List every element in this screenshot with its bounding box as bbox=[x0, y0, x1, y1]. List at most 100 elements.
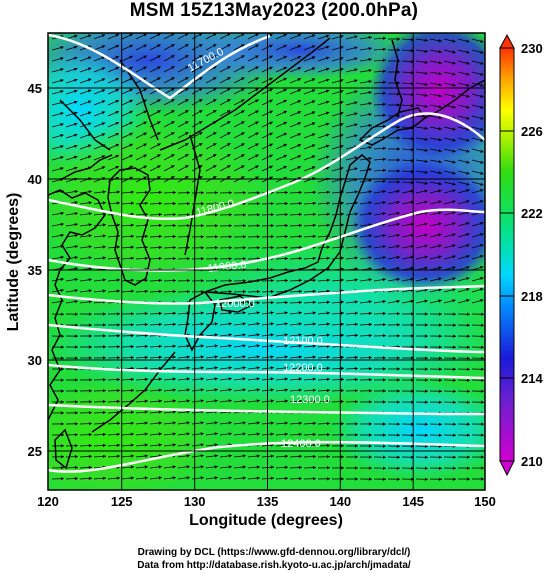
wind-vector-head bbox=[284, 300, 288, 305]
wind-vector-head bbox=[410, 466, 414, 470]
wind-vector-head bbox=[438, 182, 442, 186]
wind-vector-head bbox=[157, 110, 161, 114]
wind-vector-head bbox=[172, 432, 176, 436]
credit-drawing: Drawing by DCL (https://www.gfd-dennou.o… bbox=[137, 547, 411, 558]
wind-vector-head bbox=[186, 257, 190, 261]
wind-vector-head bbox=[227, 77, 231, 81]
wind-vector-head bbox=[88, 422, 92, 426]
wind-vector-head bbox=[466, 160, 470, 164]
wind-vector-head bbox=[172, 289, 176, 294]
colorbar-label: 230 bbox=[521, 41, 543, 56]
wind-vector-head bbox=[270, 202, 274, 206]
wind-vector-head bbox=[185, 33, 189, 37]
wind-vector-head bbox=[185, 66, 189, 70]
wind-vector-head bbox=[60, 455, 64, 459]
wind-vector-head bbox=[129, 66, 133, 70]
contour-label-11900: 11900.0 bbox=[207, 259, 247, 275]
wind-vector-head bbox=[480, 94, 484, 98]
wind-vector-head bbox=[241, 33, 245, 37]
wind-vector-head bbox=[256, 191, 260, 195]
wind-vector-head bbox=[480, 276, 484, 281]
wind-vector-head bbox=[186, 355, 190, 359]
wind-vector-head bbox=[438, 334, 442, 338]
wind-vector-head bbox=[438, 61, 442, 65]
wind-vector-head bbox=[312, 399, 316, 403]
wind-vector-head bbox=[186, 279, 190, 283]
wind-vector-head bbox=[172, 311, 176, 315]
wind-vector-head bbox=[101, 133, 106, 137]
wind-vector-head bbox=[116, 356, 120, 360]
wind-vector-head bbox=[424, 126, 428, 130]
wind-vector-head bbox=[283, 99, 287, 103]
wind-vector-head bbox=[311, 111, 316, 115]
wind-vector-head bbox=[242, 388, 246, 392]
wind-vector-head bbox=[270, 213, 274, 217]
x-tick-label: 125 bbox=[111, 494, 133, 509]
wind-vector-head bbox=[283, 154, 287, 158]
wind-vector-head bbox=[256, 421, 260, 425]
wind-vector-head bbox=[382, 168, 386, 172]
wind-vector-head bbox=[452, 39, 456, 43]
wind-vector-head bbox=[311, 144, 316, 148]
wind-vector-head bbox=[480, 221, 484, 226]
wind-vector-head bbox=[354, 201, 358, 205]
wind-vector-head bbox=[354, 123, 358, 127]
wind-vector-head bbox=[396, 136, 400, 140]
wind-vector-head bbox=[368, 35, 372, 40]
wind-vector-head bbox=[396, 114, 400, 118]
wind-vector-head bbox=[396, 48, 400, 52]
wind-vector-head bbox=[438, 127, 442, 131]
wind-vector-head bbox=[410, 389, 414, 393]
wind-vector-head bbox=[214, 377, 218, 381]
wind-vector-head bbox=[396, 466, 400, 470]
wind-vector-head bbox=[101, 100, 106, 104]
wind-vector-head bbox=[242, 290, 246, 294]
wind-vector-head bbox=[144, 454, 148, 458]
wind-vector-head bbox=[297, 56, 302, 60]
wind-vector-head bbox=[354, 422, 358, 426]
wind-vector-head bbox=[325, 67, 330, 71]
wind-vector-head bbox=[410, 159, 414, 163]
wind-vector-head bbox=[340, 45, 344, 50]
wind-vector-head bbox=[241, 165, 245, 169]
wind-vector-head bbox=[325, 133, 330, 137]
wind-vector-head bbox=[171, 121, 175, 125]
wind-vector-head bbox=[200, 421, 204, 425]
wind-vector-head bbox=[424, 444, 428, 448]
wind-vector-head bbox=[129, 88, 133, 92]
wind-vector-head bbox=[368, 68, 372, 73]
wind-vector-head bbox=[382, 477, 386, 481]
wind-vector-head bbox=[466, 266, 470, 270]
wind-vector-head bbox=[269, 132, 273, 136]
wind-vector-head bbox=[354, 134, 358, 138]
wind-vector-head bbox=[466, 138, 470, 142]
wind-vector-head bbox=[144, 256, 148, 260]
wind-vector-head bbox=[340, 477, 344, 481]
wind-vector-head bbox=[269, 176, 273, 180]
wind-vector-head bbox=[298, 223, 302, 228]
wind-vector-head bbox=[60, 477, 64, 481]
wind-vector-head bbox=[298, 278, 302, 283]
wind-vector-head bbox=[410, 38, 414, 42]
wind-vector-head bbox=[410, 378, 414, 382]
wind-vector-head bbox=[144, 289, 148, 293]
wind-vector-head bbox=[382, 102, 386, 106]
wind-vector-head bbox=[438, 255, 442, 259]
wind-vector-head bbox=[438, 222, 442, 226]
wind-vector-head bbox=[284, 201, 288, 206]
wind-vector-head bbox=[283, 121, 287, 125]
wind-vector-head bbox=[129, 55, 133, 59]
wind-vector-head bbox=[130, 443, 134, 447]
wind-vector-head bbox=[102, 410, 106, 415]
wind-vector-head bbox=[242, 311, 246, 315]
wind-vector-head bbox=[87, 67, 92, 71]
wind-vector-head bbox=[228, 235, 232, 239]
wind-vector-head bbox=[200, 377, 204, 381]
wind-vector-head bbox=[424, 323, 428, 327]
y-tick-label: 35 bbox=[28, 263, 42, 278]
wind-vector-head bbox=[424, 400, 428, 404]
wind-vector-head bbox=[143, 55, 147, 59]
wind-vector-head bbox=[256, 202, 260, 206]
wind-vector-head bbox=[424, 93, 428, 97]
wind-vector-head bbox=[171, 77, 175, 81]
